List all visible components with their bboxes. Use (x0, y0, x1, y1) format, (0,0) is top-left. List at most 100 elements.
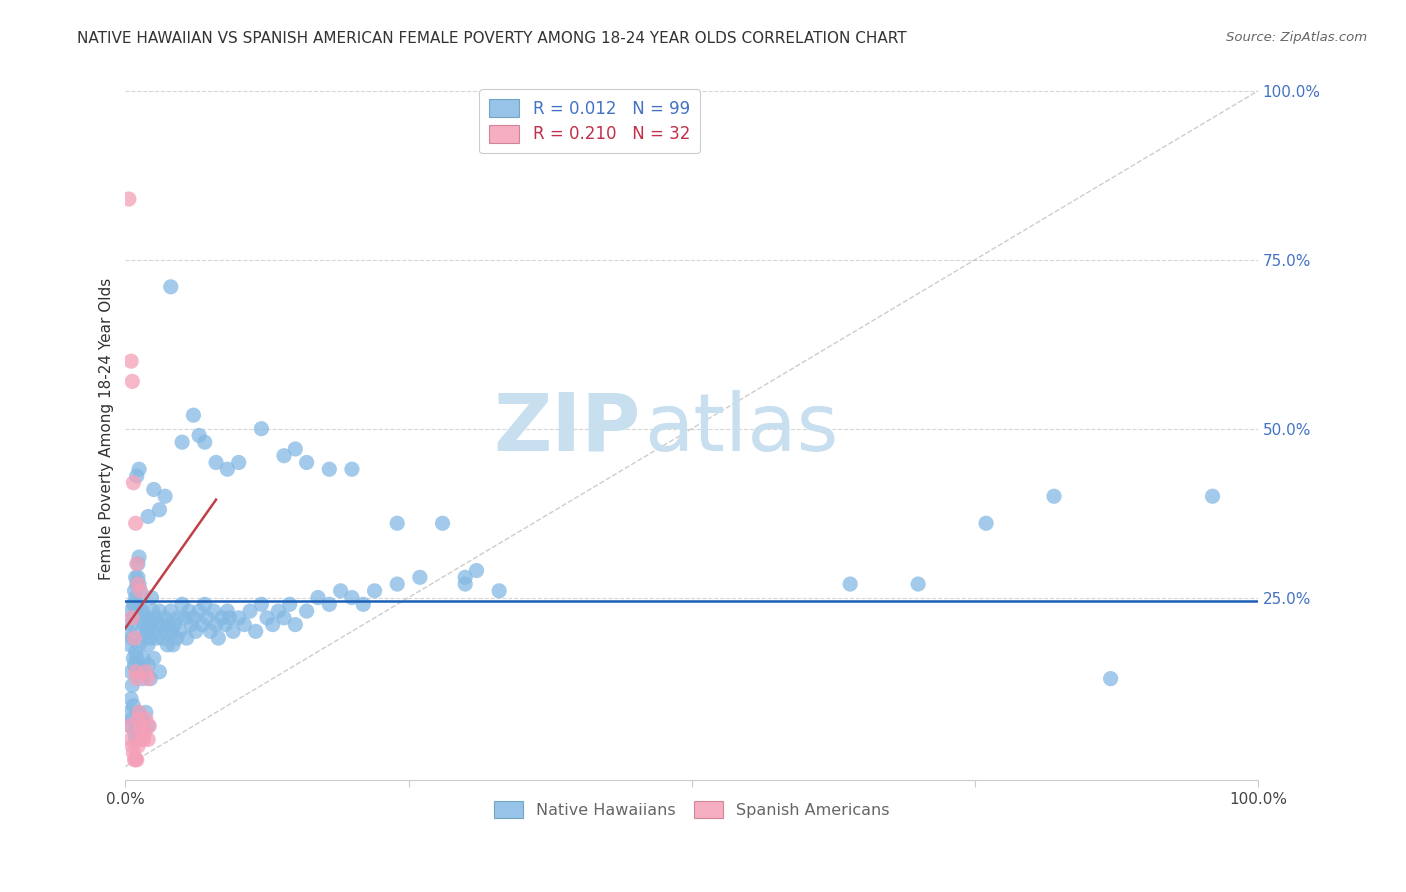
Point (122, 698, 145, 713)
Point (127, 739, 149, 754)
Point (250, 422, 273, 436)
Point (135, 712, 157, 726)
Point (136, 638, 159, 652)
Point (125, 469, 148, 483)
Point (122, 475, 145, 490)
Point (125, 557, 148, 571)
Point (121, 631, 143, 645)
Point (217, 462, 239, 476)
Point (138, 617, 160, 632)
Point (124, 583, 146, 598)
Point (162, 638, 184, 652)
Point (153, 489, 176, 503)
Point (118, 638, 141, 652)
Point (124, 658, 146, 673)
Point (141, 591, 163, 605)
Point (128, 462, 150, 476)
Point (142, 624, 165, 639)
Point (839, 577, 862, 591)
Point (128, 725, 150, 739)
Point (202, 604, 225, 618)
Point (153, 611, 176, 625)
Point (132, 617, 155, 632)
Point (387, 516, 409, 531)
Point (124, 570, 146, 584)
Point (138, 719, 160, 733)
Point (1201, 489, 1223, 503)
Point (125, 753, 148, 767)
Point (218, 611, 240, 625)
Point (195, 611, 218, 625)
Point (132, 719, 155, 733)
Point (135, 611, 157, 625)
Point (120, 604, 142, 618)
Point (155, 624, 177, 639)
Point (131, 732, 153, 747)
Point (974, 516, 997, 531)
Point (262, 617, 284, 632)
Point (184, 624, 207, 639)
Point (124, 665, 146, 679)
Point (125, 719, 148, 733)
Point (121, 611, 143, 625)
Point (128, 577, 150, 591)
Point (256, 611, 278, 625)
Point (211, 611, 233, 625)
Point (200, 624, 222, 639)
Point (239, 604, 262, 618)
Point (135, 665, 157, 679)
Point (157, 617, 180, 632)
Point (318, 597, 340, 611)
Point (228, 611, 250, 625)
Point (124, 725, 146, 739)
Point (142, 651, 165, 665)
Point (124, 631, 146, 645)
Point (363, 583, 385, 598)
Point (122, 611, 145, 625)
Point (176, 631, 198, 645)
Legend: Native Hawaiians, Spanish Americans: Native Hawaiians, Spanish Americans (488, 795, 896, 825)
Point (136, 658, 159, 673)
Point (250, 597, 273, 611)
Point (131, 611, 153, 625)
Point (120, 354, 142, 368)
Point (118, 719, 141, 733)
Point (273, 449, 295, 463)
Point (128, 706, 150, 720)
Point (124, 516, 146, 531)
Text: NATIVE HAWAIIAN VS SPANISH AMERICAN FEMALE POVERTY AMONG 18-24 YEAR OLDS CORRELA: NATIVE HAWAIIAN VS SPANISH AMERICAN FEMA… (77, 31, 907, 46)
Point (454, 577, 477, 591)
Point (127, 706, 149, 720)
Point (173, 611, 195, 625)
Point (142, 604, 165, 618)
Point (188, 428, 211, 442)
Point (145, 617, 167, 632)
Point (129, 658, 152, 673)
Point (465, 564, 488, 578)
Point (160, 624, 183, 639)
Point (129, 583, 152, 598)
Point (340, 462, 363, 476)
Point (139, 631, 162, 645)
Point (194, 597, 217, 611)
Point (340, 591, 363, 605)
Point (180, 617, 202, 632)
Point (131, 719, 153, 733)
Point (163, 617, 186, 632)
Point (127, 577, 149, 591)
Point (159, 280, 181, 294)
Point (432, 516, 454, 531)
Point (318, 462, 340, 476)
Point (136, 732, 159, 747)
Point (127, 570, 149, 584)
Point (183, 611, 205, 625)
Point (125, 672, 148, 686)
Point (121, 375, 143, 389)
Point (131, 672, 153, 686)
Point (188, 604, 211, 618)
Point (222, 624, 245, 639)
Point (143, 611, 166, 625)
Point (120, 692, 142, 706)
Point (169, 624, 191, 639)
Point (120, 665, 142, 679)
